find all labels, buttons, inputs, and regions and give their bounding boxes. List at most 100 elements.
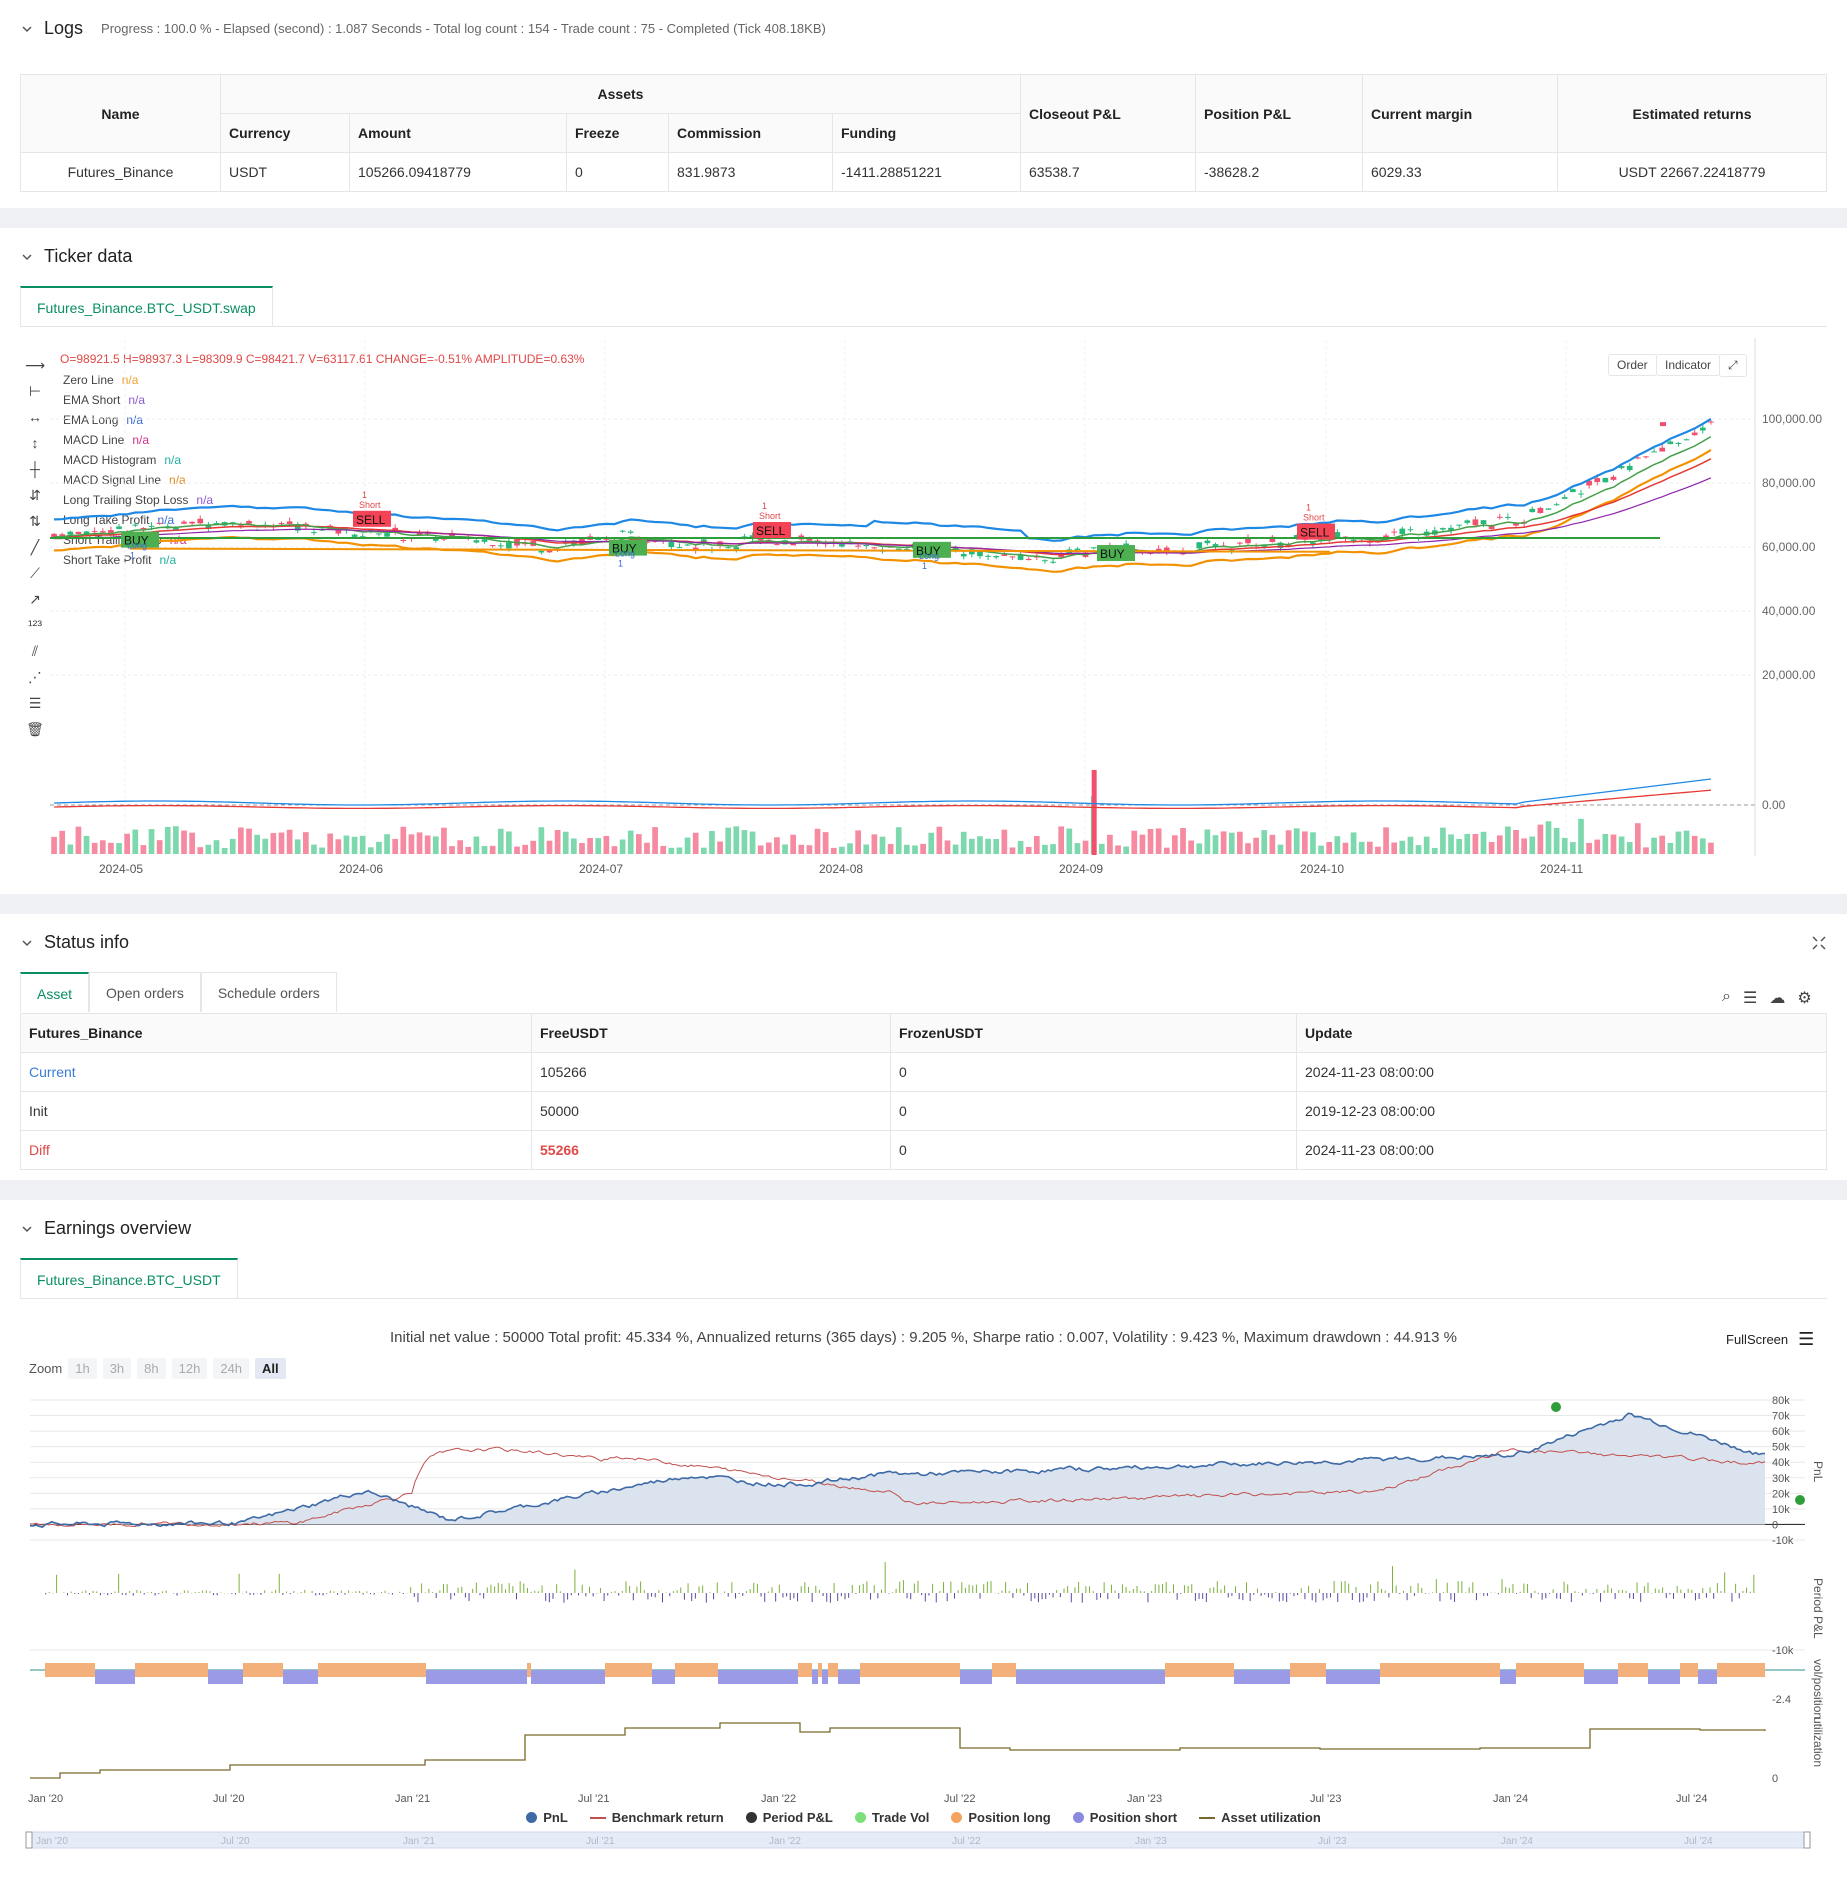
position-long-bar xyxy=(798,1663,812,1677)
trash-icon[interactable]: 🗑 xyxy=(26,721,44,737)
cell-freeze: 0 xyxy=(566,152,669,192)
legend-item[interactable]: Asset utilization xyxy=(1199,1810,1321,1825)
volume-bar xyxy=(497,828,504,854)
row-label-current[interactable]: Current xyxy=(20,1052,532,1092)
ticker-panel: Ticker data Futures_Binance.BTC_USDT.swa… xyxy=(0,228,1847,894)
col-freeze: Freeze xyxy=(566,113,669,153)
chevron-down-icon[interactable] xyxy=(20,22,34,36)
row-label-init: Init xyxy=(20,1091,532,1131)
position-long-bar xyxy=(527,1663,531,1677)
legend-item[interactable]: Zero Line n/a xyxy=(63,373,138,387)
volume-bar xyxy=(473,836,480,854)
legend-label: Asset utilization xyxy=(1221,1810,1321,1825)
cloud-download-icon[interactable]: ☁ xyxy=(1769,990,1786,1007)
signal-count: 1 xyxy=(130,551,135,561)
legend-item[interactable]: Long Trailing Stop Loss n/a xyxy=(63,493,213,507)
logs-header[interactable]: Logs Progress : 100.0 % - Elapsed (secon… xyxy=(20,18,826,39)
zoom-12h[interactable]: 12h xyxy=(171,1358,208,1379)
volume-bar xyxy=(514,846,520,854)
tab-earnings-symbol[interactable]: Futures_Binance.BTC_USDT xyxy=(20,1258,238,1298)
fib-retracement-icon[interactable]: ☰ xyxy=(28,695,42,711)
chevron-down-icon[interactable] xyxy=(20,250,34,264)
hline-tool-icon[interactable]: ⟶ xyxy=(24,357,46,373)
volume-bar xyxy=(335,839,342,854)
chevron-down-icon[interactable] xyxy=(20,1222,34,1236)
legend-marker xyxy=(589,1816,606,1819)
volume-bar xyxy=(1464,833,1471,854)
volume-bar xyxy=(1529,836,1536,854)
chevron-down-icon[interactable] xyxy=(20,936,34,950)
parallel-tool-icon[interactable]: ⫽ xyxy=(31,643,39,659)
search-icon[interactable]: ⌕ xyxy=(1722,988,1731,1005)
signal-sub: Short xyxy=(1303,513,1325,523)
cell-returns: USDT 22667.22418779 xyxy=(1557,152,1827,192)
legend-item[interactable]: PnL xyxy=(526,1810,568,1825)
segment-tool-icon[interactable]: ⟋ xyxy=(30,565,40,581)
legend-item[interactable]: MACD Histogram n/a xyxy=(63,453,181,467)
signal-count: 1 xyxy=(762,501,767,511)
candle-body xyxy=(774,544,780,546)
tab-open-orders[interactable]: Open orders xyxy=(89,972,201,1012)
zoom-1h[interactable]: 1h xyxy=(68,1358,97,1379)
zoom-3h[interactable]: 3h xyxy=(102,1358,132,1379)
zoom-8h[interactable]: 8h xyxy=(137,1358,166,1379)
ray-tool-icon[interactable]: ⇅ xyxy=(29,513,41,529)
fullscreen-button[interactable]: FullScreen ☰ xyxy=(1726,1329,1814,1350)
signal-box xyxy=(609,539,647,556)
x-tick-label: Jan '24 xyxy=(1493,1793,1528,1805)
status-header[interactable]: Status info xyxy=(20,932,129,953)
legend-item[interactable]: Short Take Profit n/a xyxy=(63,553,176,567)
zoom-all[interactable]: All xyxy=(255,1358,286,1379)
expand-icon[interactable]: ⤢ xyxy=(1719,354,1747,377)
legend-item[interactable]: MACD Line n/a xyxy=(63,433,149,447)
price-label-tool-icon[interactable]: ¹²³ xyxy=(28,617,42,633)
volume-bar xyxy=(733,826,740,854)
volume-bar xyxy=(1301,831,1308,854)
collapse-icon[interactable] xyxy=(1812,936,1826,950)
zoom-24h[interactable]: 24h xyxy=(213,1358,250,1379)
candlestick-chart[interactable]: 100,000.00 80,000.00 60,000.00 40,000.00 20,… xyxy=(0,228,1847,894)
earnings-chart[interactable]: 80k 70k 60k 50k 40k 30k 20k 10k 0 -10k -10k -2.4 0 Pn… xyxy=(0,1380,1847,1850)
hray-tool-icon[interactable]: ⊢ xyxy=(28,383,42,399)
legend-item[interactable]: EMA Long n/a xyxy=(63,413,143,427)
legend-label: Trade Vol xyxy=(871,1810,930,1825)
signal-label: BUY xyxy=(1100,547,1125,561)
candle-body xyxy=(91,531,98,533)
volume-bar xyxy=(1431,847,1438,854)
gear-icon[interactable]: ⚙ xyxy=(1797,990,1812,1007)
cell-free: 55266 xyxy=(531,1130,891,1170)
arrow-tool-icon[interactable]: ↗ xyxy=(29,591,41,607)
position-long-bar xyxy=(1380,1663,1500,1677)
hsegment-tool-icon[interactable]: ↔ xyxy=(28,409,42,425)
menu-icon[interactable]: ☰ xyxy=(1798,1329,1815,1349)
volume-bar xyxy=(936,826,943,854)
candle-body xyxy=(148,525,155,527)
vline-tool-icon[interactable]: ↕ xyxy=(31,435,39,451)
earnings-stats: Initial net value : 50000 Total profit: … xyxy=(389,1329,1457,1346)
volume-bar xyxy=(1521,838,1527,854)
tab-schedule-orders[interactable]: Schedule orders xyxy=(200,972,337,1012)
volume-bar xyxy=(1456,838,1463,854)
candle-body xyxy=(1245,537,1251,544)
navigator-tick: Jul '24 xyxy=(1684,1836,1713,1847)
legend-item[interactable]: Benchmark return xyxy=(589,1810,724,1825)
trend-line-tool-icon[interactable]: ╱ xyxy=(30,539,40,555)
cross-tool-icon[interactable]: ┼ xyxy=(30,461,40,477)
fib-tool-icon[interactable]: ⋰ xyxy=(28,669,42,685)
ticker-header[interactable]: Ticker data xyxy=(20,246,132,267)
list-icon[interactable]: ☰ xyxy=(1742,990,1758,1007)
legend-item[interactable]: EMA Short n/a xyxy=(63,393,145,407)
x-tick-label: 2024-10 xyxy=(1300,862,1344,876)
tab-asset[interactable]: Asset xyxy=(20,972,90,1012)
candle-body xyxy=(1708,421,1714,423)
legend-item[interactable]: Position short xyxy=(1072,1810,1177,1825)
channel-tool-icon[interactable]: ⇵ xyxy=(29,487,41,503)
candle-body xyxy=(1399,528,1406,534)
tab-ticker-symbol[interactable]: Futures_Binance.BTC_USDT.swap xyxy=(20,286,273,326)
earnings-header[interactable]: Earnings overview xyxy=(20,1218,191,1239)
legend-item[interactable]: Position long xyxy=(951,1810,1051,1825)
legend-item[interactable]: Trade Vol xyxy=(854,1810,930,1825)
volume-bar xyxy=(603,835,610,854)
indicator-button[interactable]: Indicator xyxy=(1656,354,1721,376)
legend-item[interactable]: Period P&L xyxy=(745,1810,833,1825)
